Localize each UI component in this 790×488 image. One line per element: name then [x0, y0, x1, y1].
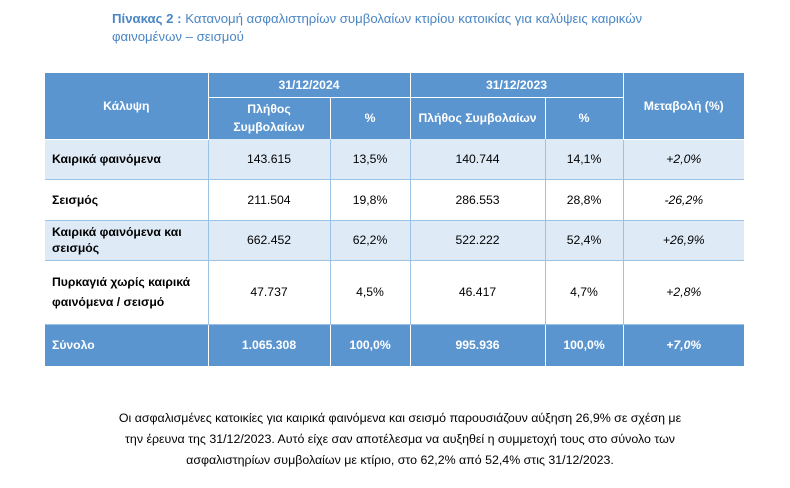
row-pct-2024: 19,8%: [330, 179, 411, 221]
row-count-2023: 286.553: [410, 179, 546, 221]
row-coverage: Καιρικά φαινόμενα και σεισμός: [45, 220, 209, 261]
caption-text: Κατανομή ασφαλιστηρίων συμβολαίων κτιρίο…: [112, 11, 643, 44]
total-pct-2024: 100,0%: [330, 324, 411, 366]
summary-paragraph: Οι ασφαλισμένες κατοικίες για καιρικά φα…: [118, 411, 682, 467]
row-count-2024: 662.452: [208, 220, 331, 261]
total-count-2024: 1.065.308: [208, 324, 331, 366]
header-change: Μεταβολή (%): [623, 73, 744, 140]
total-coverage: Σύνολο: [45, 324, 209, 366]
row-pct-2024: 13,5%: [330, 139, 411, 180]
row-coverage: Καιρικά φαινόμενα: [45, 139, 209, 180]
total-row: Σύνολο 1.065.308 100,0% 995.936 100,0% +…: [45, 324, 744, 366]
header-coverage: Κάλυψη: [45, 73, 209, 140]
total-pct-2023: 100,0%: [545, 324, 624, 366]
row-coverage: Σεισμός: [45, 179, 209, 221]
table-caption: Πίνακας 2 : Κατανομή ασφαλιστηρίων συμβο…: [112, 10, 712, 46]
row-count-2024: 211.504: [208, 179, 331, 221]
caption-label: Πίνακας 2 :: [112, 11, 182, 26]
coverage-table: Κάλυψη 31/12/2024 31/12/2023 Μεταβολή (%…: [45, 73, 744, 366]
row-count-2024: 143.615: [208, 139, 331, 180]
row-pct-2024: 4,5%: [330, 260, 411, 325]
row-pct-2023: 28,8%: [545, 179, 624, 221]
row-change: -26,2%: [623, 179, 744, 221]
total-count-2023: 995.936: [410, 324, 546, 366]
table-row: Καιρικά φαινόμενα 143.615 13,5% 140.744 …: [45, 139, 744, 180]
row-coverage: Πυρκαγιά χωρίς καιρικά φαινόμενα / σεισμ…: [45, 260, 209, 325]
header-count-2024: Πλήθος Συμβολαίων: [208, 97, 331, 139]
header-date-2024: 31/12/2024: [208, 73, 411, 98]
row-count-2023: 46.417: [410, 260, 546, 325]
row-pct-2023: 52,4%: [545, 220, 624, 261]
row-count-2023: 522.222: [410, 220, 546, 261]
total-change: +7,0%: [623, 324, 744, 366]
row-pct-2024: 62,2%: [330, 220, 411, 261]
header-count-2023: Πλήθος Συμβολαίων: [410, 97, 546, 139]
table-row: Σεισμός 211.504 19,8% 286.553 28,8% -26,…: [45, 179, 744, 221]
header-pct-2024: %: [330, 97, 411, 139]
table-row: Πυρκαγιά χωρίς καιρικά φαινόμενα / σεισμ…: [45, 260, 744, 325]
row-count-2024: 47.737: [208, 260, 331, 325]
row-pct-2023: 14,1%: [545, 139, 624, 180]
row-pct-2023: 4,7%: [545, 260, 624, 325]
header-pct-2023: %: [545, 97, 624, 139]
row-change: +26,9%: [623, 220, 744, 261]
row-change: +2,8%: [623, 260, 744, 325]
row-change: +2,0%: [623, 139, 744, 180]
header-date-2023: 31/12/2023: [410, 73, 624, 98]
row-count-2023: 140.744: [410, 139, 546, 180]
table-row: Καιρικά φαινόμενα και σεισμός 662.452 62…: [45, 220, 744, 261]
